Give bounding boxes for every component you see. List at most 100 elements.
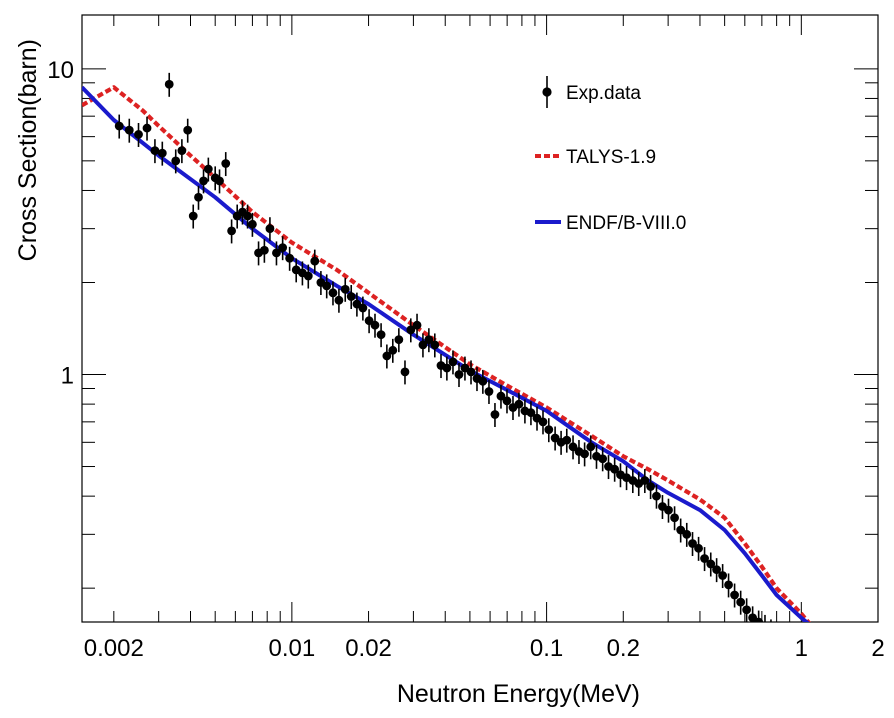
- data-point: [785, 634, 794, 658]
- data-point: [171, 149, 181, 174]
- data-point: [682, 522, 692, 547]
- data-point: [215, 169, 224, 194]
- data-point: [538, 410, 548, 435]
- data-point: [646, 475, 655, 500]
- data-point: [730, 583, 739, 608]
- data-point: [382, 344, 392, 369]
- y-tick-label: 10: [47, 57, 74, 84]
- data-point: [640, 469, 650, 494]
- data-point: [370, 313, 380, 338]
- data-point: [664, 498, 673, 523]
- y-tick-label: 1: [61, 363, 74, 390]
- data-point: [364, 309, 374, 334]
- data-point: [388, 338, 398, 363]
- data-point: [157, 141, 167, 166]
- data-point: [406, 318, 416, 343]
- data-point: [134, 123, 143, 147]
- data-point: [568, 435, 578, 460]
- data-point: [430, 333, 440, 358]
- data-point: [232, 204, 242, 229]
- data-point: [598, 447, 608, 472]
- data-point: [412, 313, 422, 338]
- data-point: [243, 204, 252, 229]
- x-tick-label: 2: [871, 635, 884, 662]
- x-tick-label: 0.01: [269, 635, 316, 662]
- data-point: [754, 610, 764, 622]
- data-point: [562, 428, 572, 453]
- data-point: [278, 236, 288, 261]
- data-point: [259, 238, 269, 263]
- data-point: [164, 72, 174, 97]
- data-point: [688, 532, 697, 557]
- data-point: [248, 212, 257, 237]
- data-point: [580, 442, 590, 467]
- data-point: [310, 249, 320, 274]
- data-point: [670, 506, 679, 531]
- data-point: [514, 392, 524, 417]
- data-point: [221, 152, 231, 177]
- data-point: [424, 328, 434, 353]
- data-point: [724, 573, 733, 598]
- data-point: [610, 457, 620, 482]
- data-point: [188, 204, 198, 229]
- data-point: [544, 418, 554, 443]
- data-point: [114, 114, 124, 139]
- data-point: [400, 360, 410, 385]
- data-point: [764, 614, 766, 622]
- legend-label: Exp.data: [566, 83, 641, 104]
- data-point: [358, 296, 368, 321]
- data-point: [199, 169, 208, 194]
- data-point: [694, 536, 703, 561]
- legend-label: ENDF/B-VIII.0: [566, 213, 686, 234]
- x-tick-label: 0.1: [530, 635, 563, 662]
- data-point: [183, 118, 193, 143]
- data-point: [142, 116, 152, 141]
- data-point: [466, 360, 476, 385]
- data-point: [490, 403, 500, 427]
- data-point: [772, 624, 781, 648]
- data-point: [150, 139, 160, 164]
- x-tick-label: 0.02: [345, 635, 392, 662]
- data-point: [418, 333, 428, 358]
- x-axis-title: Neutron Energy(MeV): [397, 680, 640, 708]
- legend-label: TALYS-1.9: [566, 147, 656, 168]
- x-tick-label: 0.2: [607, 635, 640, 662]
- data-point: [770, 619, 772, 622]
- data-point: [779, 629, 788, 653]
- data-point: [303, 264, 313, 289]
- data-point: [227, 219, 237, 244]
- data-point: [502, 389, 512, 414]
- data-point: [712, 558, 722, 583]
- data-point: [454, 363, 464, 388]
- data-point: [285, 246, 295, 271]
- data-point: [706, 552, 716, 577]
- data-point: [718, 564, 728, 589]
- data-point: [526, 401, 536, 426]
- data-point: [376, 323, 386, 348]
- data-point: [586, 435, 596, 460]
- data-point: [328, 281, 338, 306]
- x-tick-label: 0.002: [84, 635, 144, 662]
- data-point: [652, 484, 661, 509]
- data-point: [442, 356, 452, 381]
- data-point: [346, 285, 356, 309]
- series-line-0: [82, 85, 811, 622]
- data-point: [272, 241, 281, 266]
- data-point: [700, 547, 709, 572]
- legend-marker: [542, 76, 552, 108]
- data-point: [484, 380, 494, 404]
- data-point: [322, 274, 332, 299]
- data-point: [340, 277, 350, 302]
- data-point: [736, 590, 746, 615]
- data-point: [394, 328, 404, 353]
- data-point: [265, 217, 275, 242]
- data-point: [194, 185, 203, 210]
- y-axis-title: Cross Section(barn): [14, 39, 42, 261]
- data-point: [177, 139, 187, 164]
- data-point: [478, 369, 488, 394]
- plot-frame: [81, 14, 879, 623]
- x-tick-label: 1: [795, 635, 808, 662]
- data-point: [334, 288, 344, 313]
- data-point: [203, 157, 213, 182]
